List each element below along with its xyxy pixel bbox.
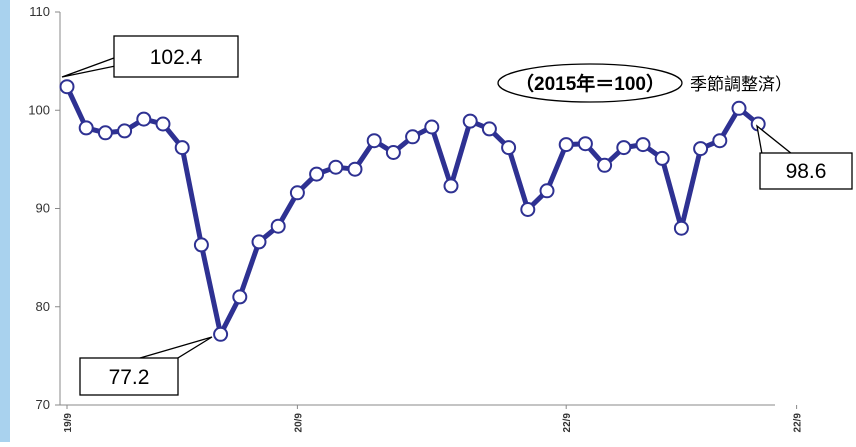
data-point	[462, 113, 478, 129]
y-tick-label: 90	[36, 201, 50, 216]
data-point	[289, 185, 305, 201]
data-point	[213, 326, 229, 342]
data-point	[232, 289, 248, 305]
data-point	[577, 136, 593, 152]
data-point	[309, 166, 325, 182]
y-tick-label: 80	[36, 299, 50, 314]
x-tick-label: 19/9	[63, 413, 74, 433]
y-tick-label: 100	[28, 102, 50, 117]
base-note: （2015年＝100） 季節調整済）	[497, 63, 792, 103]
left-accent-bar	[0, 0, 10, 442]
data-point	[174, 140, 190, 156]
data-point	[424, 119, 440, 135]
data-point	[155, 116, 171, 132]
data-point	[97, 125, 113, 141]
data-point	[481, 121, 497, 137]
data-point	[501, 140, 517, 156]
data-point	[117, 123, 133, 139]
data-point	[270, 218, 286, 234]
data-point	[597, 157, 613, 173]
data-point	[712, 133, 728, 149]
data-point	[405, 129, 421, 145]
callout-max: 102.4	[61, 35, 239, 78]
callout-min: 77.2	[79, 336, 213, 396]
y-tick-label: 70	[36, 397, 50, 412]
data-point	[251, 234, 267, 250]
y-tick-labels: 70 80 90 100 110	[28, 4, 60, 412]
x-tick-label: 22/9	[793, 413, 804, 433]
callout-min-box	[79, 357, 179, 396]
data-point	[366, 133, 382, 149]
seasonal-adjustment-label: 季節調整済）	[690, 75, 792, 94]
series-line	[59, 79, 766, 342]
data-point	[443, 178, 459, 194]
callout-last-label: 98.6	[786, 160, 827, 183]
data-point	[520, 202, 536, 217]
callout-last-box	[759, 152, 853, 190]
series-polyline	[64, 84, 761, 337]
data-point	[539, 183, 555, 199]
data-point	[635, 137, 651, 153]
callout-last-pointer	[756, 124, 794, 155]
data-point	[347, 161, 363, 177]
data-point	[558, 137, 574, 153]
data-point	[59, 79, 75, 95]
callout-max-box	[113, 35, 239, 78]
data-point	[136, 111, 152, 127]
callout-max-label: 102.4	[150, 46, 203, 69]
data-point	[78, 120, 94, 136]
data-point	[693, 141, 709, 157]
data-point	[385, 145, 401, 160]
data-point	[616, 140, 632, 156]
data-point	[328, 159, 344, 175]
x-tick-labels: 19/9 20/9 22/9 22/9	[63, 405, 804, 432]
data-point	[673, 220, 689, 236]
base-ellipse	[497, 63, 683, 103]
base-year-label: （2015年＝100）	[515, 72, 665, 95]
data-point	[193, 237, 209, 253]
data-point	[731, 100, 747, 116]
callout-last: 98.6	[756, 124, 853, 190]
y-tick-label: 110	[29, 4, 50, 19]
data-point	[654, 150, 670, 166]
x-tick-label: 20/9	[293, 413, 304, 433]
callout-min-label: 77.2	[109, 366, 150, 389]
x-tick-label: 22/9	[562, 413, 573, 433]
